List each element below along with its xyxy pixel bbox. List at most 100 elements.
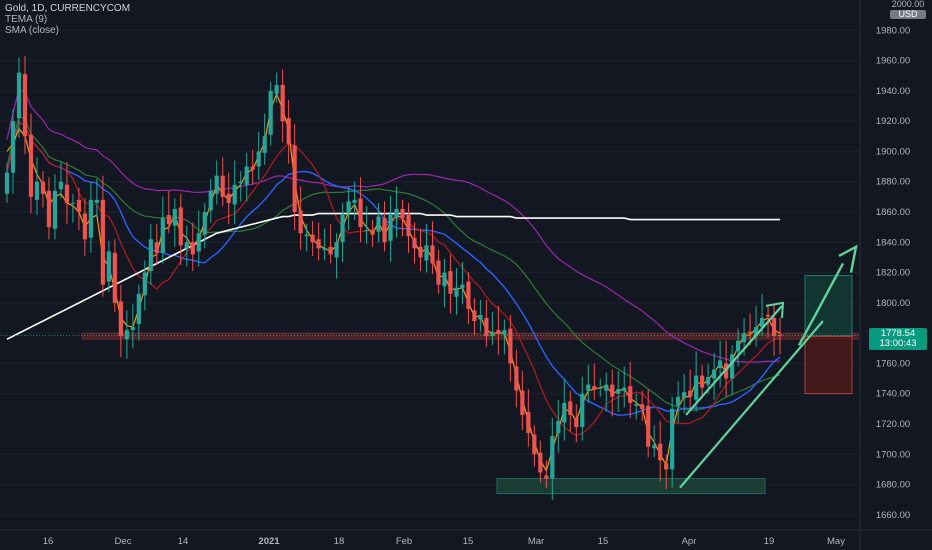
candle-body — [154, 242, 159, 253]
x-tick-label: Apr — [682, 536, 697, 547]
candle-body — [604, 384, 609, 391]
candle-body — [682, 392, 687, 399]
candle-body — [634, 404, 639, 406]
candle-body — [478, 314, 483, 320]
candle-body — [220, 175, 225, 197]
x-tick-label: 19 — [764, 536, 775, 547]
candle-body — [490, 333, 495, 337]
y-tick-label: 1920.00 — [876, 116, 910, 127]
candle-body — [706, 377, 711, 385]
candle-body — [753, 327, 759, 337]
candle-body — [640, 404, 645, 409]
candle-body — [58, 181, 64, 190]
candle-body — [202, 212, 207, 235]
candle-body — [10, 121, 16, 173]
candle-body — [550, 436, 555, 479]
candle-body — [226, 193, 231, 203]
x-tick-label: May — [827, 536, 845, 547]
candle-body — [280, 84, 285, 122]
candle-body — [34, 181, 40, 200]
candle-body — [700, 375, 705, 388]
candle-body — [328, 246, 333, 255]
candle-body — [688, 390, 693, 397]
candle-body — [310, 234, 315, 243]
y-tick-label: 1940.00 — [876, 86, 910, 97]
candle-body — [538, 452, 543, 473]
trendline-lower — [679, 320, 824, 489]
candle-body — [256, 151, 261, 167]
y-tick-label: 1840.00 — [876, 237, 910, 248]
candle-body — [196, 233, 201, 252]
stop-zone — [804, 335, 853, 395]
arrow-head — [838, 244, 858, 273]
candle-body — [568, 401, 573, 415]
candle-body — [106, 251, 111, 282]
indicator-tema-label[interactable]: TEMA (9) — [5, 14, 48, 25]
trendline-upper — [685, 305, 783, 416]
candle-body — [232, 184, 237, 205]
candle-body — [466, 281, 471, 309]
candle-body — [771, 318, 777, 337]
candle-body — [292, 145, 297, 212]
candle-body — [424, 245, 429, 261]
sma-purple-line — [6, 87, 781, 363]
demand-zone — [496, 478, 766, 495]
candle-body — [496, 330, 501, 334]
candle-body — [730, 354, 735, 379]
candle-body — [556, 420, 561, 434]
candle-body — [472, 310, 477, 322]
candle-body — [52, 190, 58, 229]
x-tick-label: 14 — [178, 536, 189, 547]
y-tick-label: 1980.00 — [876, 25, 910, 36]
candle-body — [622, 387, 627, 391]
candle-body — [16, 72, 22, 119]
candle-body — [436, 260, 441, 285]
candle-body — [658, 443, 663, 461]
y-tick-label: 1760.00 — [876, 358, 910, 369]
candle-body — [736, 340, 741, 352]
candle-body — [100, 199, 105, 285]
candle-body — [394, 208, 399, 219]
candle-body — [646, 405, 651, 447]
candle-body — [460, 284, 465, 288]
candle-body — [598, 387, 603, 389]
candle-body — [562, 402, 567, 423]
candle-body — [718, 360, 723, 368]
candle-body — [610, 384, 615, 397]
candle-body — [184, 242, 189, 249]
candle-body — [298, 210, 303, 234]
candle-body — [759, 318, 765, 328]
candle-body — [88, 199, 93, 238]
y-tick-label: 1860.00 — [876, 207, 910, 218]
sma-green-line — [6, 115, 781, 411]
candle-body — [676, 396, 681, 406]
candle-body — [322, 248, 327, 250]
candle-body — [382, 218, 387, 243]
x-tick-label: Mar — [528, 536, 544, 547]
top-price-badge: 2000.00 USD — [890, 0, 926, 19]
candle-body — [628, 386, 633, 403]
sma-white-line — [6, 212, 781, 340]
candle-body — [40, 181, 46, 194]
candle-body — [214, 175, 219, 194]
candle-body — [520, 390, 525, 415]
indicator-sma-label[interactable]: SMA (close) — [5, 25, 59, 36]
tema-line — [6, 92, 781, 473]
candle-body — [352, 199, 357, 203]
y-tick-label: 1960.00 — [876, 56, 910, 67]
candle-body — [286, 118, 291, 144]
target-zone — [804, 275, 853, 337]
y-tick-label: 1880.00 — [876, 177, 910, 188]
symbol-title[interactable]: Gold, 1D, CURRENCYCOM — [5, 3, 131, 14]
y-tick-label: 1740.00 — [876, 389, 910, 400]
candle-body — [508, 328, 513, 364]
y-tick-label: 1900.00 — [876, 146, 910, 157]
candle-body — [418, 246, 423, 258]
x-tick-label: 2021 — [258, 536, 280, 547]
candle-body — [274, 84, 279, 94]
x-tick-label: 18 — [334, 536, 345, 547]
candle-body — [340, 215, 345, 243]
candle-body — [112, 252, 117, 303]
candle-body — [334, 242, 339, 258]
